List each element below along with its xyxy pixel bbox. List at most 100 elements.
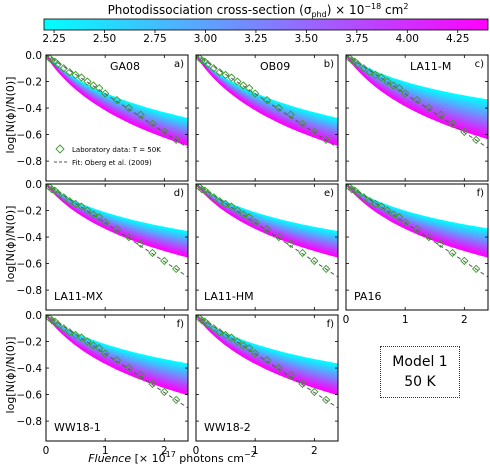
fit-line xyxy=(46,55,188,149)
panel-frame xyxy=(45,183,189,311)
lab-data-point xyxy=(233,77,242,86)
colorbar xyxy=(43,18,489,31)
lab-data-point xyxy=(377,202,386,211)
model-curve xyxy=(196,184,338,258)
xlabel: Fluence [× 1017 photons cm−2 xyxy=(88,450,256,465)
lab-data-point xyxy=(160,387,169,397)
lab-data-point xyxy=(383,206,392,215)
lab-data-point xyxy=(245,344,254,353)
lab-data-point xyxy=(245,213,254,222)
lab-data-point xyxy=(310,387,319,397)
lab-data-point xyxy=(209,324,218,333)
lab-data-point xyxy=(83,337,92,346)
lab-data-point xyxy=(65,68,74,77)
panel-la11-mx: 0.0 −0.2 −0.4 −0.6 −0.8 d) LA11-MX xyxy=(17,179,189,311)
panel-name: GA08 xyxy=(110,60,140,73)
lab-data-point xyxy=(353,60,362,69)
lab-data-point xyxy=(65,197,74,206)
lab-data-point xyxy=(286,370,295,379)
lab-data-point xyxy=(172,135,181,145)
lab-data-point xyxy=(239,81,248,90)
x-tick-label: 2 xyxy=(311,445,318,457)
lab-data-point xyxy=(83,206,92,215)
y-tick-label: −0.4 xyxy=(17,103,43,115)
lab-data-point xyxy=(310,256,319,266)
lab-data-point xyxy=(298,248,307,258)
lab-data-point xyxy=(448,119,457,129)
fit-line xyxy=(46,315,188,409)
panel-name: LA11-M xyxy=(410,60,451,73)
ylabel-row-2: log[N(ϕ)/N(0)] xyxy=(4,206,17,283)
panel-letter: a) xyxy=(174,59,184,70)
lab-data-point xyxy=(148,119,157,129)
lab-data-point xyxy=(221,199,230,209)
lab-data-point xyxy=(365,68,374,77)
lab-data-point xyxy=(436,239,445,248)
legend-lab-label: Laboratory data: T = 50K xyxy=(72,146,161,154)
x-tick-label: 0 xyxy=(343,314,350,326)
colorbar-tick-label: 2.75 xyxy=(143,33,166,45)
y-tick-label: −0.8 xyxy=(17,416,43,428)
y-tick-label: 0.0 xyxy=(25,310,42,322)
lab-data-point xyxy=(112,224,122,234)
x-tick-label: 0 xyxy=(193,445,200,457)
lab-data-point xyxy=(71,330,80,340)
lab-data-point xyxy=(322,135,331,145)
lab-data-point xyxy=(239,341,248,350)
lab-data-point xyxy=(251,89,260,98)
colorbar-tick-label: 4.00 xyxy=(396,33,419,45)
lab-data-point xyxy=(262,355,272,365)
lab-data-point xyxy=(371,199,380,209)
lab-data-point xyxy=(124,363,133,373)
panel-ob09: b) OB09 xyxy=(195,54,339,182)
lab-data-point xyxy=(460,256,469,266)
colorbar-tick-label: 3.00 xyxy=(194,33,217,45)
lab-data-point xyxy=(251,349,260,358)
lab-data-point xyxy=(203,189,212,198)
x-tick-label: 0 xyxy=(43,445,50,457)
lab-data-point xyxy=(148,248,157,258)
lab-data-point xyxy=(71,70,80,80)
ylabel-row-1: log[N(ϕ)/N(0)] xyxy=(4,77,17,154)
panel-name: LA11-HM xyxy=(204,290,254,303)
panel-letter: d) xyxy=(174,188,184,199)
lab-data-point xyxy=(160,256,169,266)
panel-name: OB09 xyxy=(260,60,290,73)
lab-data-point xyxy=(448,248,457,258)
lab-data-point xyxy=(71,199,80,209)
model-curve xyxy=(346,55,488,140)
lab-data-point xyxy=(77,73,86,82)
panel-letter: f) xyxy=(327,319,335,330)
lab-data-point xyxy=(83,77,92,86)
panel-frame xyxy=(45,314,189,442)
lab-data-point xyxy=(101,89,110,98)
colorbar-tick-label: 4.25 xyxy=(446,33,469,45)
colorbar-label: Photodissociation cross-section (σphd) ×… xyxy=(108,2,409,19)
lab-data-point xyxy=(95,84,104,93)
lab-data-point xyxy=(227,73,236,82)
legend-fit-label: Fit: Oberg et al. (2009) xyxy=(72,159,152,167)
colorbar-tick-label: 3.25 xyxy=(244,33,267,45)
model-curve xyxy=(196,315,338,396)
lab-data-point xyxy=(233,206,242,215)
lab-data-point xyxy=(59,193,68,202)
lab-data-point xyxy=(172,264,181,274)
lab-data-point xyxy=(383,77,392,86)
lab-data-point xyxy=(215,197,224,206)
panel-ww18-1: 0.0 −0.2 −0.4 −0.6 −0.8 0 1 2 f) WW18-1 xyxy=(17,310,189,457)
x-tick-label: 1 xyxy=(402,314,409,326)
lab-data-point xyxy=(59,324,68,333)
colorbar-ticks: 2.25 2.50 2.75 3.00 3.25 3.50 3.75 4.00 4.25 xyxy=(42,30,469,45)
panel-frame xyxy=(45,54,189,182)
colorbar-tick-label: 2.25 xyxy=(42,33,65,45)
lab-data-point xyxy=(215,68,224,77)
lab-data-point xyxy=(221,70,230,80)
panel-name: WW18-2 xyxy=(204,421,251,434)
lab-data-point xyxy=(395,84,404,93)
y-tick-label: 0.0 xyxy=(25,179,42,191)
fit-line xyxy=(46,184,188,278)
fit-line xyxy=(196,55,338,149)
lab-data-point xyxy=(53,60,62,69)
panels: 0.0 −0.2 −0.4 −0.6 −0.8 a) GA08 Laboratory data… xyxy=(17,50,489,457)
lab-data-point xyxy=(401,89,410,98)
